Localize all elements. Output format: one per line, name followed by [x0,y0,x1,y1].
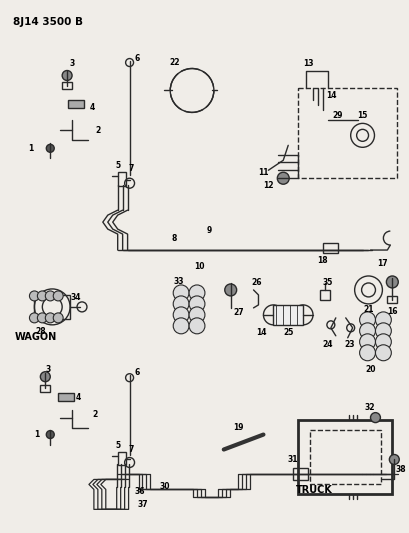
Text: 23: 23 [344,340,355,349]
Text: 21: 21 [363,305,374,314]
Text: 14: 14 [326,91,336,100]
Text: 3: 3 [70,59,75,68]
Text: 20: 20 [365,365,376,374]
Text: 25: 25 [283,328,293,337]
Text: 5: 5 [115,441,120,450]
Text: 38: 38 [396,465,406,474]
Circle shape [29,291,39,301]
Text: 2: 2 [95,126,100,135]
Text: 2: 2 [92,410,97,419]
Text: 24: 24 [323,340,333,349]
Circle shape [360,323,375,339]
Circle shape [189,307,205,323]
Circle shape [40,372,50,382]
Text: 29: 29 [333,111,343,120]
Circle shape [375,345,391,361]
Circle shape [37,313,47,323]
Text: 31: 31 [288,455,299,464]
Circle shape [360,345,375,361]
Circle shape [46,144,54,152]
Text: 36: 36 [134,487,145,496]
Text: 10: 10 [194,262,204,271]
Circle shape [173,318,189,334]
Text: 37: 37 [137,500,148,509]
Text: 30: 30 [159,482,170,491]
Text: 16: 16 [387,308,398,317]
Circle shape [189,296,205,312]
Circle shape [173,285,189,301]
Text: 34: 34 [71,294,81,302]
Circle shape [173,296,189,312]
Bar [118,451,126,465]
Text: 18: 18 [318,255,328,264]
Text: 13: 13 [303,59,313,68]
Circle shape [29,313,39,323]
Circle shape [45,313,55,323]
Circle shape [53,313,63,323]
Text: 7: 7 [129,445,134,454]
Circle shape [387,276,398,288]
Text: 8J14 3500 B: 8J14 3500 B [13,17,83,27]
Text: 9: 9 [206,225,211,235]
Text: 4: 4 [90,103,95,112]
Bar [273,305,303,325]
Bar [62,83,72,90]
Bar [118,172,126,186]
Bar [298,88,397,178]
Text: 6: 6 [135,54,140,63]
Text: 5: 5 [115,161,120,170]
Text: 19: 19 [234,423,244,432]
Bar [298,419,392,495]
Text: 17: 17 [377,259,388,268]
Text: 7: 7 [129,164,134,173]
Circle shape [375,323,391,339]
Text: 28: 28 [35,327,46,336]
Circle shape [360,312,375,328]
Circle shape [62,70,72,80]
Circle shape [45,291,55,301]
Text: TRUCK: TRUCK [296,486,333,496]
Circle shape [46,431,54,439]
Circle shape [277,172,289,184]
Text: 3: 3 [46,365,51,374]
Text: 12: 12 [263,181,274,190]
Bar [310,430,382,484]
Circle shape [225,284,237,296]
Text: 26: 26 [251,278,262,287]
Circle shape [37,291,47,301]
Bar [34,295,70,319]
Text: 22: 22 [169,58,180,67]
Circle shape [189,285,205,301]
Text: 1: 1 [28,144,33,153]
Bar [40,385,50,392]
Text: 33: 33 [174,278,184,286]
Bar [387,296,397,303]
Circle shape [173,307,189,323]
Text: 15: 15 [357,111,368,120]
Text: 1: 1 [34,430,39,439]
Text: 8: 8 [171,233,177,243]
Text: 11: 11 [258,168,269,177]
Text: 6: 6 [135,368,140,377]
Circle shape [53,291,63,301]
Circle shape [375,312,391,328]
Circle shape [189,318,205,334]
Bar [320,290,330,300]
Text: WAGON: WAGON [15,332,57,342]
Bar [293,469,308,480]
Circle shape [375,334,391,350]
Text: 14: 14 [256,328,267,337]
Circle shape [389,455,399,464]
Text: 4: 4 [75,393,81,402]
Text: 27: 27 [234,309,244,317]
Bar [58,393,74,401]
Circle shape [360,334,375,350]
Bar [323,243,338,253]
Bar [68,100,84,108]
Text: 32: 32 [364,403,375,412]
Text: 35: 35 [323,278,333,287]
Circle shape [371,413,380,423]
